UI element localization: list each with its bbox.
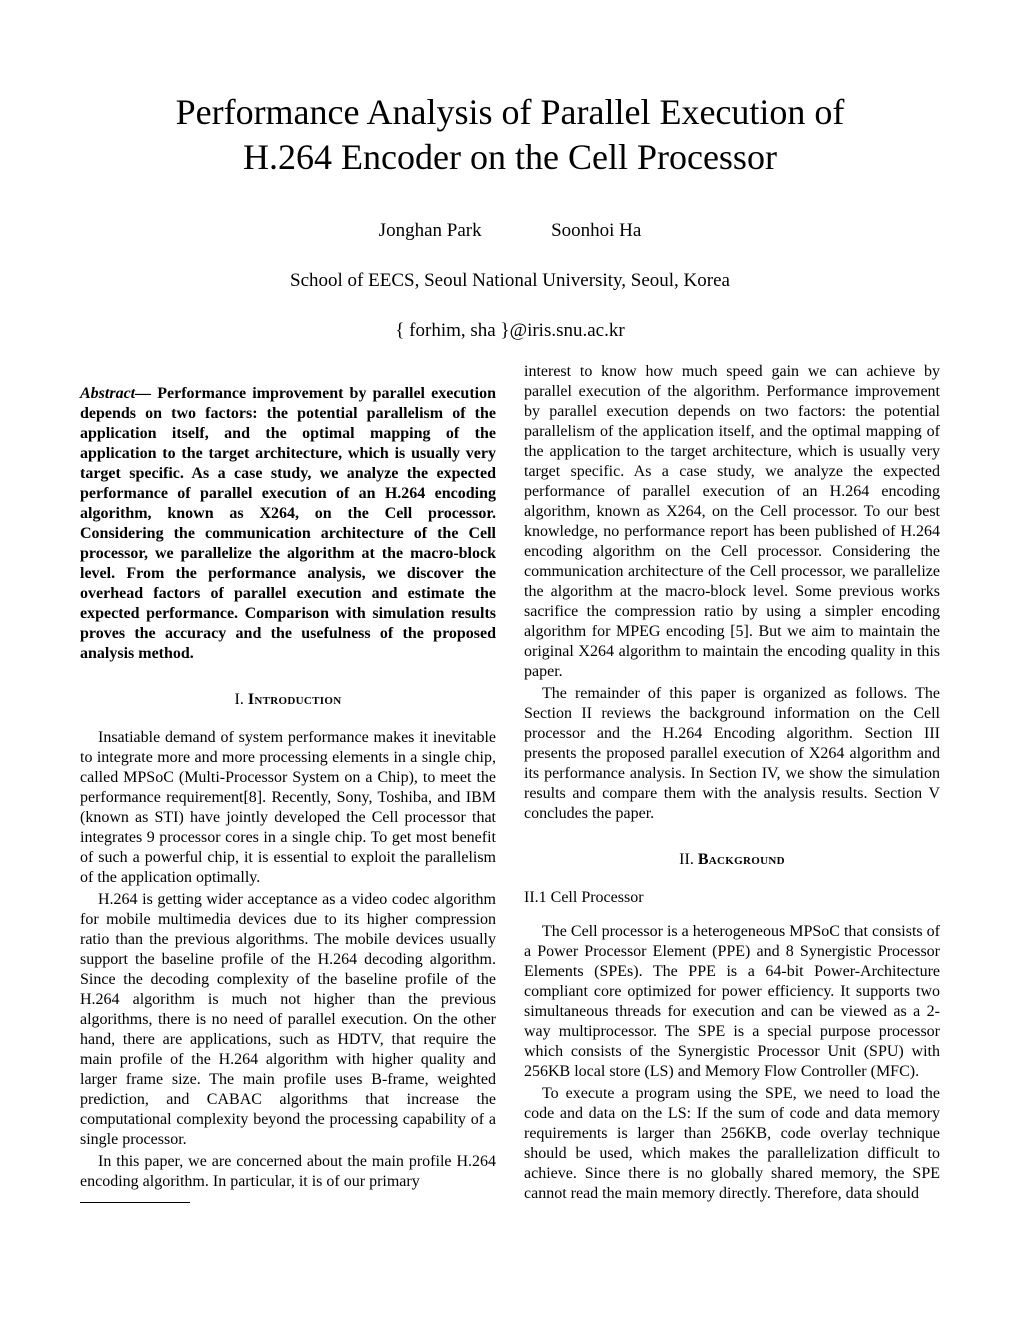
bg-para-1: The Cell processor is a heterogeneous MP… xyxy=(524,922,940,1082)
footnote-rule xyxy=(80,1202,190,1203)
section-heading-background: II. Background xyxy=(524,850,940,870)
intro-para-5: The remainder of this paper is organized… xyxy=(524,684,940,824)
intro-para-2: H.264 is getting wider acceptance as a v… xyxy=(80,890,496,1150)
section-heading-introduction: I. Introduction xyxy=(80,690,496,710)
affiliation: School of EECS, Seoul National Universit… xyxy=(80,270,940,292)
intro-para-4: interest to know how much speed gain we … xyxy=(524,362,940,682)
abstract-label: Abstract— xyxy=(80,385,151,402)
section-num-1: I. xyxy=(235,691,244,708)
section-num-2: II. xyxy=(679,851,694,868)
intro-para-1: Insatiable demand of system performance … xyxy=(80,728,496,888)
abstract-block: Abstract— Performance improvement by par… xyxy=(80,384,496,664)
bg-para-2: To execute a program using the SPE, we n… xyxy=(524,1084,940,1204)
author-2: Soonhoi Ha xyxy=(551,220,641,241)
paper-title: Performance Analysis of Parallel Executi… xyxy=(130,90,890,180)
intro-para-3: In this paper, we are concerned about th… xyxy=(80,1152,496,1192)
section-title-1: Introduction xyxy=(248,691,342,708)
subsection-heading-cell: II.1 Cell Processor xyxy=(524,888,940,908)
author-1: Jonghan Park xyxy=(379,220,482,241)
email-line: { forhim, sha }@iris.snu.ac.kr xyxy=(80,320,940,342)
two-column-body: Abstract— Performance improvement by par… xyxy=(80,362,940,1206)
section-title-2: Background xyxy=(698,851,785,868)
abstract-text: Performance improvement by parallel exec… xyxy=(80,385,496,662)
page: Performance Analysis of Parallel Executi… xyxy=(0,0,1020,1320)
authors-line: Jonghan Park Soonhoi Ha xyxy=(80,220,940,242)
